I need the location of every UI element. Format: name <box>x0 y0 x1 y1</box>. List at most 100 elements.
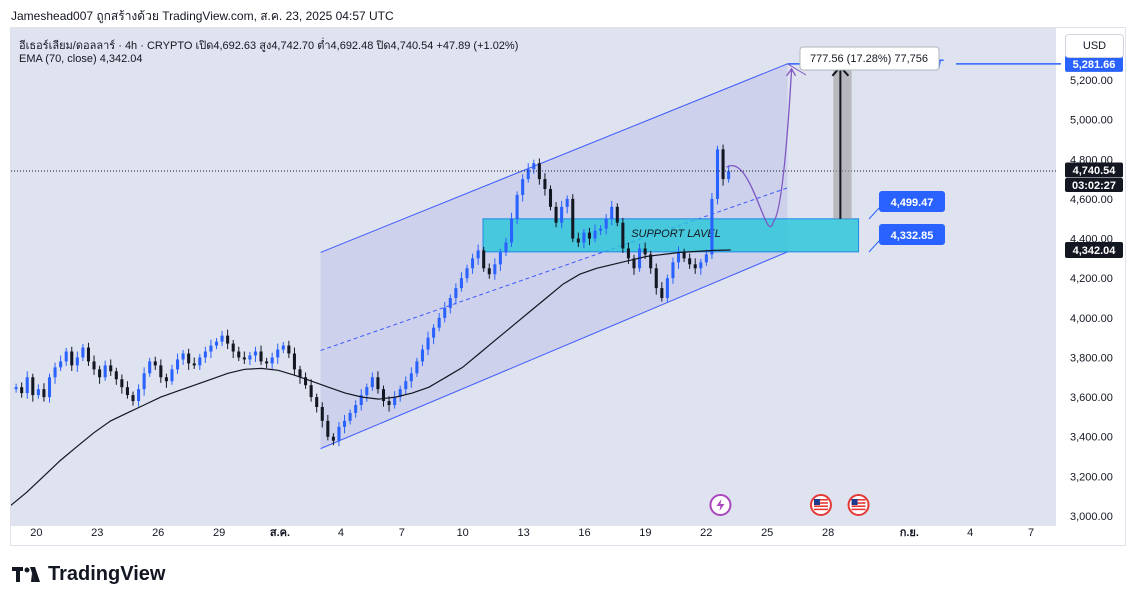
ema-line[interactable] <box>11 249 731 507</box>
channel-lower-line[interactable] <box>320 251 788 450</box>
projection-arrowhead <box>786 67 797 77</box>
candle <box>510 212 514 248</box>
lightning-glyph <box>716 499 725 511</box>
candle <box>42 383 46 402</box>
y-tick-label: 5,000.00 <box>1070 115 1113 127</box>
candle <box>404 376 408 395</box>
candle <box>103 360 107 381</box>
candle-body <box>676 252 681 263</box>
candle <box>676 246 681 269</box>
candle <box>599 225 603 236</box>
ema-price-tag: 4,342.04 <box>1065 242 1123 259</box>
y-tick-label: 4,200.00 <box>1070 273 1113 285</box>
y-tick-label: 4,600.00 <box>1070 194 1113 206</box>
candle <box>292 347 296 375</box>
candle <box>498 248 502 271</box>
candle <box>320 402 324 428</box>
callout-upper[interactable]: 4,499.47 <box>868 191 945 220</box>
callout-upper-pointer <box>868 207 880 220</box>
candle <box>571 194 575 243</box>
candle-body <box>554 206 558 223</box>
flag-stripe <box>851 499 866 501</box>
x-tick-label: 7 <box>1028 527 1034 539</box>
candle <box>98 365 102 384</box>
candle <box>727 165 731 183</box>
candle-body <box>409 373 413 382</box>
candle-body <box>98 369 102 378</box>
candle-body <box>370 377 374 388</box>
candle <box>259 345 263 365</box>
candle-body <box>20 387 24 394</box>
candle <box>437 313 441 332</box>
candle-body <box>292 353 296 370</box>
candle <box>376 371 380 394</box>
change-value: +47.89 (+1.02%) <box>436 40 519 52</box>
callout-lower-box <box>879 224 945 245</box>
candle-body <box>704 254 708 263</box>
candle <box>370 372 374 391</box>
candle <box>237 346 241 362</box>
candle <box>654 263 658 295</box>
y-tick-label: 3,600.00 <box>1070 392 1113 404</box>
support-zone[interactable] <box>482 218 860 253</box>
candle-body <box>181 353 185 360</box>
flag-stripe <box>851 505 866 507</box>
candle-body <box>376 377 380 390</box>
currency-button[interactable]: USD <box>1065 34 1124 58</box>
candle <box>448 294 452 314</box>
flag-stripe <box>813 499 828 501</box>
candle <box>14 383 18 393</box>
x-tick-label: 25 <box>761 527 773 539</box>
lightning-icon[interactable] <box>709 494 732 516</box>
candle-body <box>142 373 146 390</box>
ema-legend[interactable]: EMA (70, close) 4,342.04 <box>19 53 143 65</box>
target-price-tag-box <box>1065 55 1123 72</box>
countdown-tag-text: 03:02:27 <box>1072 180 1116 192</box>
low-value: ต่ำ4,692.48 <box>317 40 374 52</box>
candle <box>354 400 358 418</box>
us-flag-icon[interactable] <box>809 494 832 516</box>
chart-canvas[interactable]: SUPPORT LAVEL5,200.005,000.004,800.004,6… <box>11 28 1125 545</box>
candle-body <box>348 412 352 421</box>
candle <box>565 195 569 214</box>
x-tick-label: 13 <box>517 527 529 539</box>
candle-body <box>727 171 731 180</box>
channel-upper-line[interactable] <box>320 63 788 253</box>
close-value: ปิด4,740.54 <box>376 40 434 52</box>
callout-lower[interactable]: 4,332.85 <box>868 224 945 253</box>
candle-body <box>543 179 547 189</box>
candle-body <box>437 317 441 328</box>
candle-body <box>125 387 129 396</box>
candle-body <box>331 436 335 441</box>
candle <box>276 343 280 364</box>
candle <box>198 353 202 370</box>
candle <box>298 365 302 384</box>
candle <box>649 250 653 274</box>
candle-body <box>203 351 207 358</box>
candle <box>59 355 63 371</box>
chart-frame[interactable]: SUPPORT LAVEL 5,200.00 5,000.00 4,800.00 4,6… <box>10 27 1126 546</box>
candle-body <box>548 189 553 207</box>
candle-body <box>688 258 692 265</box>
candle <box>515 191 519 225</box>
candle-body <box>365 387 369 396</box>
candle <box>459 272 463 292</box>
candle-body <box>465 268 469 279</box>
us-flag-icon[interactable] <box>847 494 870 516</box>
tradingview-logo[interactable]: TradingView <box>12 563 165 586</box>
candle <box>493 258 497 280</box>
candle-body <box>237 351 241 358</box>
projection-path[interactable] <box>726 69 793 228</box>
candle-body <box>493 264 497 275</box>
candle-body <box>387 401 391 406</box>
candle-body <box>114 371 118 380</box>
candle <box>309 379 313 402</box>
candle-body <box>593 230 597 239</box>
support-label: SUPPORT LAVEL <box>631 228 721 240</box>
candle <box>176 353 180 374</box>
candle <box>471 253 475 274</box>
candle-body <box>643 248 647 255</box>
candle-body <box>381 389 386 402</box>
candle-body <box>654 268 658 289</box>
target-price-tag: 5,281.66 <box>1065 55 1123 72</box>
